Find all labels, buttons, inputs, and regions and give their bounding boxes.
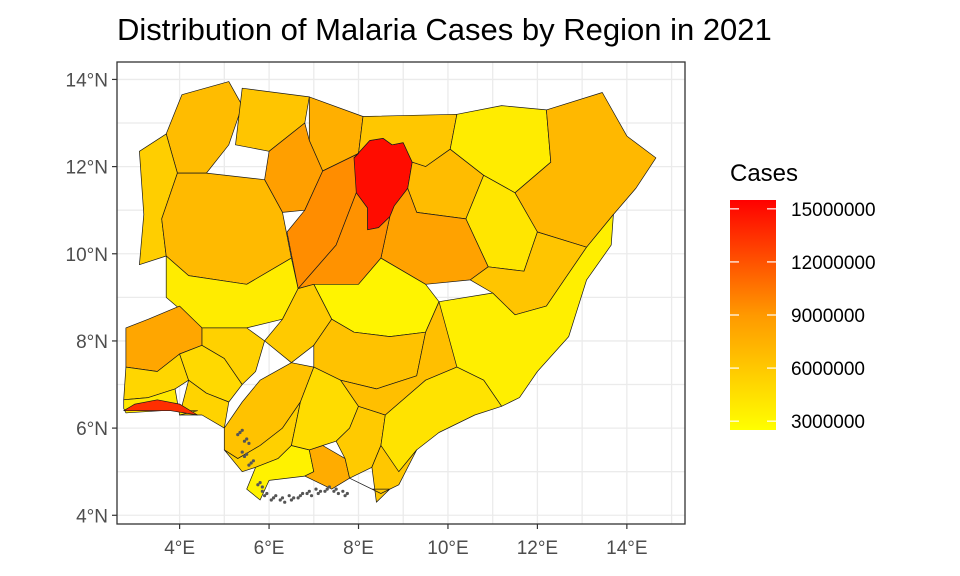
y-tick-label: 12°N (66, 158, 108, 179)
x-tick-label: 8°E (343, 538, 374, 559)
y-tick-label: 4°N (76, 506, 108, 527)
coast-speckle (261, 490, 264, 493)
coast-speckle (265, 492, 268, 495)
x-tick-label: 14°E (606, 538, 647, 559)
x-tick-label: 6°E (254, 538, 285, 559)
y-axis: 4°N 6°N 8°N 10°N 12°N 14°N (66, 70, 117, 527)
coast-speckle (288, 494, 291, 497)
y-tick-label: 10°N (66, 245, 108, 266)
legend-label: 15000000 (791, 200, 876, 221)
malaria-choropleth-chart: Distribution of Malaria Cases by Region … (0, 0, 960, 576)
coast-speckle (314, 488, 317, 491)
coast-speckle (341, 490, 344, 493)
coast-speckle (247, 442, 250, 445)
coast-speckle (319, 490, 322, 493)
coast-speckle (301, 492, 304, 495)
legend-label: 6000000 (791, 359, 865, 380)
coast-speckle (292, 496, 295, 499)
legend: Cases 15000000 12000000 9000000 6000000 3000… (730, 160, 876, 433)
coast-speckle (335, 488, 338, 491)
coast-speckle (283, 501, 286, 504)
x-axis: 4°E 6°E 8°E 10°E 12°E 14°E (164, 524, 647, 559)
coast-speckle (310, 494, 313, 497)
coast-speckle (274, 494, 277, 497)
y-tick-label: 8°N (76, 332, 108, 353)
coast-speckle (252, 459, 255, 462)
coast-speckle (308, 490, 311, 493)
x-tick-label: 4°E (164, 538, 195, 559)
legend-label: 9000000 (791, 306, 865, 327)
coast-speckle (337, 492, 340, 495)
legend-label: 12000000 (791, 253, 876, 274)
y-tick-label: 14°N (66, 70, 108, 91)
coast-speckle (328, 485, 331, 488)
coast-speckle (245, 453, 248, 456)
legend-title: Cases (730, 160, 798, 187)
x-tick-label: 12°E (517, 538, 558, 559)
chart-title: Distribution of Malaria Cases by Region … (117, 12, 772, 47)
coast-speckle (281, 496, 284, 499)
x-tick-label: 10°E (427, 538, 468, 559)
coast-speckle (241, 450, 244, 453)
coast-speckle (245, 437, 248, 440)
legend-label: 3000000 (791, 412, 865, 433)
coast-speckle (241, 429, 244, 432)
y-tick-label: 6°N (76, 419, 108, 440)
coast-speckle (259, 481, 262, 484)
coast-speckle (261, 485, 264, 488)
coast-speckle (346, 492, 349, 495)
